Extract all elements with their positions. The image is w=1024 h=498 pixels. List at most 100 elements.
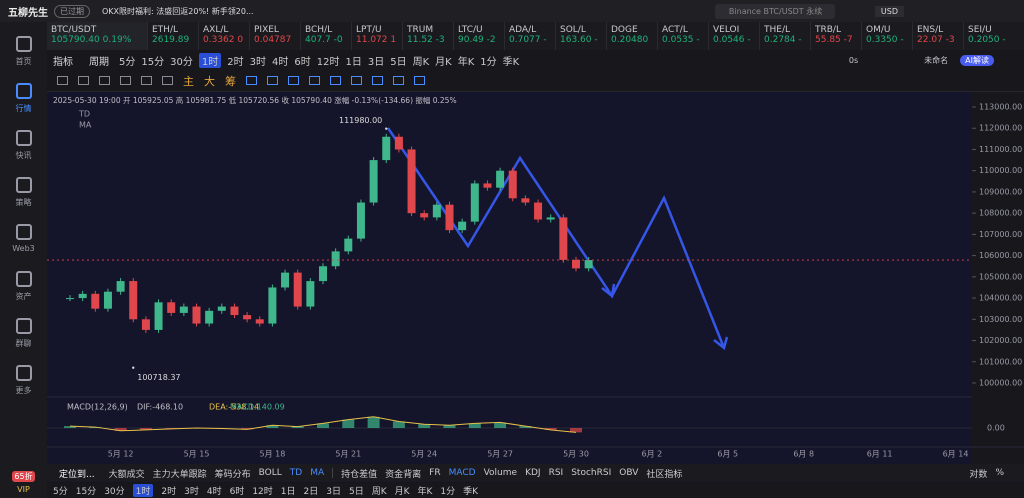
period[interactable]: 5日 — [348, 487, 364, 497]
indicator[interactable]: RSI — [548, 468, 564, 478]
nav-item[interactable]: 更多 — [15, 365, 32, 412]
indicator[interactable]: TD — [289, 468, 303, 478]
tool-icon[interactable] — [120, 76, 131, 85]
period[interactable]: 年K — [417, 487, 433, 497]
ticker[interactable]: OM/U 0.3350 - — [861, 22, 912, 50]
period[interactable]: 6时 — [294, 56, 311, 68]
period[interactable]: 2日 — [303, 487, 319, 497]
period[interactable]: 1时 — [132, 484, 154, 497]
tool-icon[interactable] — [162, 76, 173, 85]
period[interactable]: 5分 — [119, 56, 136, 68]
period[interactable]: 3日 — [326, 487, 341, 497]
period[interactable]: 3时 — [249, 56, 266, 68]
nav-item[interactable]: 策略 — [15, 177, 32, 224]
promo[interactable]: OKX限时福利: 法盛回返20%! 新手领20... — [102, 6, 254, 16]
period[interactable]: 月K — [435, 56, 452, 68]
nav-item[interactable]: Web3 — [12, 224, 35, 271]
tool-icon[interactable] — [288, 76, 299, 85]
period-btn[interactable]: 周期 — [89, 56, 109, 68]
tool-icon[interactable] — [99, 76, 110, 85]
indicator[interactable]: Volume — [483, 468, 518, 478]
vip-label[interactable]: VIP — [17, 485, 30, 494]
tool-icon[interactable] — [309, 76, 320, 85]
indicator[interactable]: BOLL — [258, 468, 282, 478]
ticker[interactable]: DOGE 0.20480 — [606, 22, 657, 50]
delay[interactable]: 0s — [848, 55, 859, 65]
period[interactable]: 1日 — [280, 487, 296, 497]
ticker[interactable]: SOL/L 163.60 - — [555, 22, 606, 50]
nav-item[interactable]: 快讯 — [15, 130, 32, 177]
indicator[interactable]: StochRSI — [571, 468, 612, 478]
tool-icon[interactable] — [267, 76, 278, 85]
indicator-btn[interactable]: 指标 — [53, 56, 73, 68]
nav-item[interactable]: 资产 — [15, 271, 32, 318]
tool-icon[interactable] — [372, 76, 383, 85]
period[interactable]: 5日 — [390, 56, 407, 68]
period[interactable]: 季K — [463, 487, 479, 497]
period[interactable]: 12时 — [316, 56, 340, 68]
indicator[interactable]: KDJ — [525, 468, 541, 478]
period[interactable]: 1分 — [440, 487, 456, 497]
period[interactable]: 4时 — [206, 487, 222, 497]
indicator[interactable]: 资金背离 — [385, 469, 422, 480]
tool-icon[interactable] — [351, 76, 362, 85]
ticker[interactable]: PIXEL 0.04787 — [249, 22, 300, 50]
indicator[interactable]: 持仓差值 — [341, 469, 378, 480]
tool[interactable]: 主 — [183, 74, 194, 88]
indicator[interactable]: OBV — [619, 468, 639, 478]
period[interactable]: 1时 — [198, 52, 222, 68]
ticker[interactable]: VELOI 0.0546 - — [708, 22, 759, 50]
indicator[interactable]: 主力大单跟踪 — [152, 469, 207, 480]
period[interactable]: 5分 — [53, 487, 68, 497]
ticker[interactable]: THE/L 0.2784 - — [759, 22, 810, 50]
period[interactable]: 年K — [457, 56, 475, 68]
period[interactable]: 周K — [412, 56, 430, 68]
indicator[interactable]: MA — [310, 468, 325, 478]
period[interactable]: 周K — [371, 487, 387, 497]
period[interactable]: 3时 — [184, 487, 199, 497]
search[interactable]: Binance BTC/USDT 永续 — [714, 3, 835, 19]
ticker[interactable]: SEI/U 0.2050 - — [963, 22, 1014, 50]
period[interactable]: 4时 — [271, 56, 289, 68]
tool[interactable]: 大 — [204, 74, 215, 88]
tool-icon[interactable] — [414, 76, 425, 85]
ai-btn[interactable]: AI解读 — [960, 54, 994, 66]
period[interactable]: 2时 — [161, 487, 177, 497]
ticker[interactable]: ACT/L 0.0535 - — [657, 22, 708, 50]
nav-item[interactable]: 首页 — [15, 36, 32, 83]
ticker[interactable]: TRUM 11.52 -3 — [402, 22, 453, 50]
tool[interactable]: 筹 — [225, 74, 236, 88]
ticker[interactable]: LPT/U 11.072 1 — [351, 22, 402, 50]
layout[interactable]: 未命名 — [924, 55, 949, 65]
ticker[interactable]: ETH/L 2619.89 — [147, 22, 198, 50]
tool-icon[interactable] — [141, 76, 152, 85]
scale-option[interactable]: % — [995, 468, 1004, 478]
period[interactable]: 1分 — [480, 56, 497, 68]
locate[interactable]: 定位到... — [59, 469, 95, 480]
period[interactable]: 30分 — [104, 487, 125, 497]
indicator[interactable]: 社区指标 — [646, 469, 683, 480]
tool-icon[interactable] — [57, 76, 68, 85]
period[interactable]: 15分 — [75, 487, 97, 497]
period[interactable]: 1日 — [345, 56, 362, 68]
period[interactable]: 季K — [502, 56, 520, 68]
scale-option[interactable]: 对数 — [969, 469, 988, 480]
period[interactable]: 月K — [394, 487, 410, 497]
ticker[interactable]: ENS/L 22.07 -3 — [912, 22, 963, 50]
tool-icon[interactable] — [78, 76, 89, 85]
tool-icon[interactable] — [330, 76, 341, 85]
nav-item[interactable]: 群聊 — [15, 318, 32, 365]
currency[interactable]: USD — [874, 5, 904, 17]
indicator[interactable]: FR — [429, 468, 441, 478]
ticker[interactable]: BTC/USDT 105790.40 0.19% — [47, 22, 147, 50]
indicator[interactable]: 大额成交 — [108, 469, 145, 480]
tool-icon[interactable] — [246, 76, 257, 85]
nav-item[interactable]: 行情 — [15, 83, 32, 130]
period[interactable]: 6时 — [229, 487, 245, 497]
ticker[interactable]: ADA/L 0.7077 - — [504, 22, 555, 50]
ticker[interactable]: TRB/L 55.85 -7 — [810, 22, 861, 50]
indicator[interactable]: MACD — [448, 468, 476, 478]
period[interactable]: 12时 — [252, 487, 273, 497]
ticker[interactable]: LTC/U 90.49 -2 — [453, 22, 504, 50]
period[interactable]: 2时 — [227, 56, 244, 68]
